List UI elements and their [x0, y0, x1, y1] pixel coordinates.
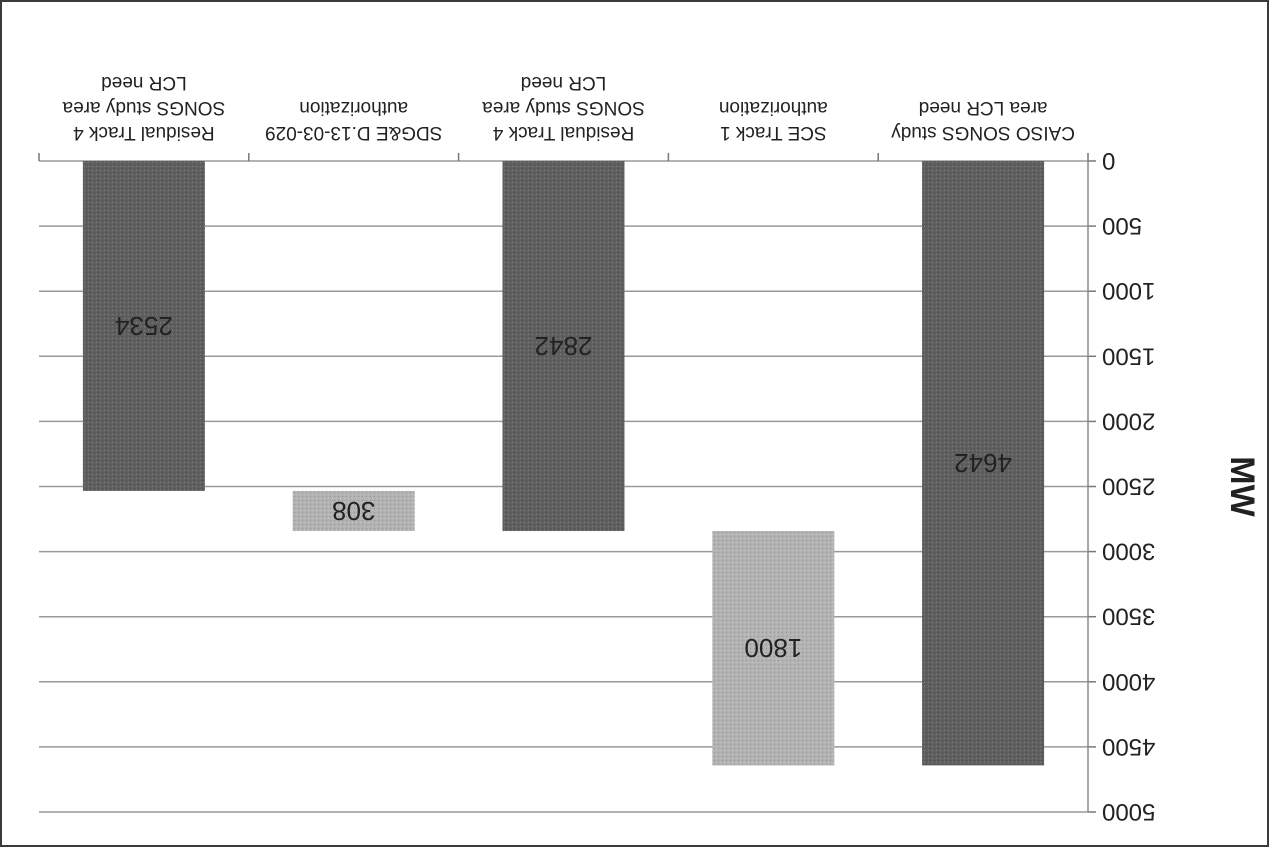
- data-label-4: 2534: [115, 311, 173, 341]
- data-label-2: 2842: [535, 331, 593, 361]
- y-tick-label-2500: 2500: [1102, 473, 1155, 500]
- bar-texture-0: [922, 161, 1045, 766]
- y-axis-title: MW: [1223, 456, 1261, 517]
- category-label-4-line-1: SONGS study area: [62, 97, 225, 118]
- y-tick-label-2000: 2000: [1102, 407, 1155, 434]
- category-label-2-line-0: Residual Track 4: [492, 122, 634, 143]
- bar-texture-1: [712, 531, 835, 766]
- data-label-3: 308: [332, 496, 375, 526]
- bar-texture-3: [292, 490, 415, 532]
- category-label-2-line-2: LCR need: [521, 72, 607, 93]
- y-tick-label-4500: 4500: [1102, 733, 1155, 760]
- y-tick-label-3500: 3500: [1102, 603, 1155, 630]
- category-label-4-line-0: Residual Track 4: [73, 122, 215, 143]
- category-label-2-line-1: SONGS study area: [482, 97, 645, 118]
- category-label-3-line-0: SDG&E D.13-03-029: [265, 122, 442, 143]
- y-tick-label-0: 0: [1102, 147, 1115, 174]
- category-label-1-line-0: SCE Track 1: [720, 122, 827, 143]
- category-label-3-line-1: authorization: [299, 97, 408, 118]
- y-tick-label-1000: 1000: [1102, 277, 1155, 304]
- category-label-1-line-1: authorization: [719, 97, 828, 118]
- data-label-1: 1800: [744, 633, 802, 663]
- y-tick-label-1500: 1500: [1102, 342, 1155, 369]
- label-layer: 0 500 1000 1500 2000 2500 3000 3500 4000 4500 5000…: [62, 72, 1261, 825]
- category-label-0-line-0: CAISO SONGS study: [891, 122, 1075, 143]
- bar-texture-4: [82, 161, 205, 491]
- data-label-0: 4642: [954, 448, 1012, 478]
- bar-layer: [82, 161, 1045, 766]
- bar-texture-2: [502, 161, 625, 532]
- y-tick-label-5000: 5000: [1102, 798, 1155, 825]
- y-tick-label-500: 500: [1102, 212, 1142, 239]
- category-label-4-line-2: LCR need: [101, 72, 187, 93]
- y-tick-label-4000: 4000: [1102, 668, 1155, 695]
- y-tick-label-3000: 3000: [1102, 538, 1155, 565]
- axis-layer: [38, 153, 1096, 813]
- category-label-0-line-1: area LCR need: [919, 97, 1048, 118]
